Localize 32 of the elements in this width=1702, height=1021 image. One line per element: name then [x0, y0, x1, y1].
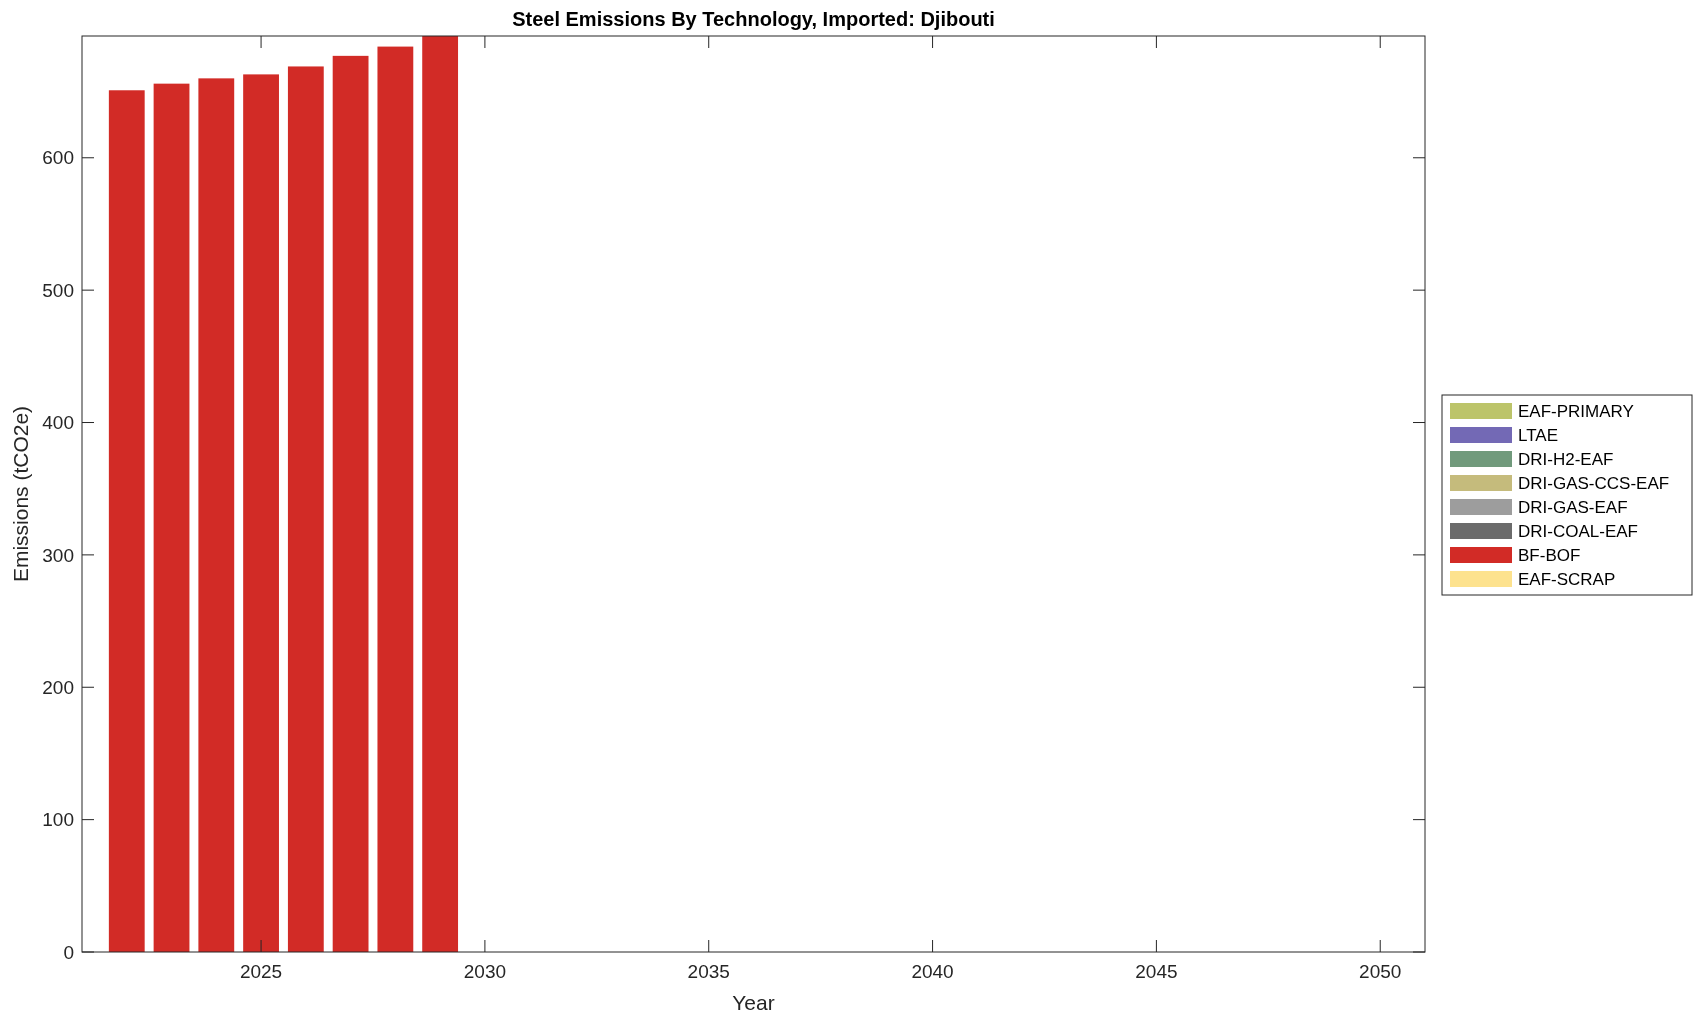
x-tick-label: 2025 — [239, 961, 283, 982]
x-tick-label: 2050 — [1359, 961, 1402, 982]
x-axis-title: Year — [732, 991, 775, 1014]
legend-label: DRI-GAS-CCS-EAF — [1518, 473, 1670, 493]
x-tick-label: 2045 — [1135, 961, 1178, 982]
y-tick-label: 0 — [63, 941, 74, 963]
y-tick-label: 400 — [42, 412, 74, 434]
legend-label: DRI-GAS-EAF — [1518, 497, 1628, 517]
y-tick-label: 500 — [42, 279, 74, 301]
x-tick-label: 2035 — [687, 961, 730, 982]
bar — [422, 36, 459, 952]
bar — [287, 66, 324, 952]
x-tick-label: 2040 — [911, 961, 954, 982]
legend-label: EAF-SCRAP — [1518, 569, 1616, 589]
legend-label: DRI-H2-EAF — [1518, 449, 1614, 469]
legend-label: BF-BOF — [1518, 545, 1581, 565]
bar — [198, 78, 235, 952]
y-tick-label: 300 — [42, 544, 74, 566]
bar — [108, 90, 145, 952]
bar — [332, 55, 369, 952]
legend-label: LTAE — [1518, 425, 1558, 445]
x-tick-label: 2030 — [463, 961, 507, 982]
y-tick-label: 200 — [42, 676, 74, 698]
legend-label: DRI-COAL-EAF — [1518, 521, 1638, 541]
legend-label: EAF-PRIMARY — [1518, 401, 1634, 421]
bar — [243, 74, 279, 952]
bar — [153, 83, 190, 952]
y-tick-label: 100 — [42, 809, 74, 831]
y-tick-label: 600 — [42, 147, 74, 169]
bar — [377, 46, 414, 952]
chart-title: Steel Emissions By Technology, Imported: Djibouti — [512, 8, 995, 30]
y-axis-title: Emissions (tCO2e) — [9, 405, 32, 583]
